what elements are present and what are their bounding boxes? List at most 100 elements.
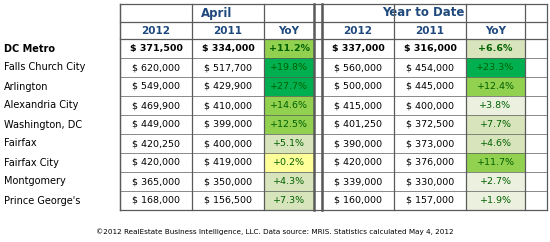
Text: $ 372,500: $ 372,500	[406, 120, 454, 129]
Text: $ 400,000: $ 400,000	[406, 101, 454, 110]
Bar	[120, 39, 547, 58]
Text: YoY: YoY	[485, 25, 506, 36]
Text: $ 620,000: $ 620,000	[132, 63, 180, 72]
Text: Falls Church City: Falls Church City	[4, 62, 85, 73]
Bar	[120, 58, 547, 77]
Text: $ 334,000: $ 334,000	[202, 44, 254, 53]
Bar	[120, 96, 547, 115]
Text: $ 168,000: $ 168,000	[132, 196, 180, 205]
Text: $ 549,000: $ 549,000	[132, 82, 180, 91]
Text: $ 419,000: $ 419,000	[204, 158, 252, 167]
Text: $ 156,500: $ 156,500	[204, 196, 252, 205]
Text: $ 399,000: $ 399,000	[204, 120, 252, 129]
Text: $ 373,000: $ 373,000	[406, 139, 454, 148]
Bar	[120, 4, 547, 22]
Text: +6.6%: +6.6%	[478, 44, 513, 53]
Text: 2012: 2012	[141, 25, 170, 36]
Text: 2011: 2011	[213, 25, 243, 36]
Text: $ 420,000: $ 420,000	[132, 158, 180, 167]
Text: $ 160,000: $ 160,000	[334, 196, 382, 205]
Text: DC Metro: DC Metro	[4, 44, 55, 53]
Text: Arlington: Arlington	[4, 82, 48, 91]
Bar	[264, 96, 314, 115]
Bar	[466, 153, 525, 172]
Text: $ 449,000: $ 449,000	[132, 120, 180, 129]
Text: $ 560,000: $ 560,000	[334, 63, 382, 72]
Text: $ 420,000: $ 420,000	[334, 158, 382, 167]
Text: +12.4%: +12.4%	[476, 82, 514, 91]
Text: $ 410,000: $ 410,000	[204, 101, 252, 110]
Text: +0.2%: +0.2%	[273, 158, 305, 167]
Text: April: April	[201, 7, 233, 20]
Bar	[466, 134, 525, 153]
Text: $ 401,250: $ 401,250	[334, 120, 382, 129]
Text: Fairfax City: Fairfax City	[4, 158, 59, 167]
Text: +7.3%: +7.3%	[273, 196, 305, 205]
Text: $ 390,000: $ 390,000	[334, 139, 382, 148]
Bar	[120, 153, 547, 172]
Text: $ 376,000: $ 376,000	[406, 158, 454, 167]
Bar	[264, 77, 314, 96]
Bar	[466, 172, 525, 191]
Text: +27.7%: +27.7%	[270, 82, 308, 91]
Text: Fairfax: Fairfax	[4, 138, 37, 149]
Text: +4.6%: +4.6%	[480, 139, 512, 148]
Text: +3.8%: +3.8%	[480, 101, 512, 110]
Text: YoY: YoY	[278, 25, 300, 36]
Text: $ 371,500: $ 371,500	[130, 44, 183, 53]
Text: 2011: 2011	[415, 25, 444, 36]
Bar	[120, 134, 547, 153]
Bar	[264, 58, 314, 77]
Bar	[264, 191, 314, 210]
Bar	[466, 58, 525, 77]
Text: $ 415,000: $ 415,000	[334, 101, 382, 110]
Text: $ 350,000: $ 350,000	[204, 177, 252, 186]
Text: +12.5%: +12.5%	[270, 120, 308, 129]
Text: $ 469,900: $ 469,900	[132, 101, 180, 110]
Text: $ 365,000: $ 365,000	[132, 177, 180, 186]
Text: $ 429,900: $ 429,900	[204, 82, 252, 91]
Bar	[120, 115, 547, 134]
Text: $ 339,000: $ 339,000	[334, 177, 382, 186]
Text: $ 500,000: $ 500,000	[334, 82, 382, 91]
Bar	[264, 153, 314, 172]
Text: ©2012 RealEstate Business Intelligence, LLC. Data source: MRIS. Statistics calcu: ©2012 RealEstate Business Intelligence, …	[96, 229, 454, 235]
Text: Montgomery: Montgomery	[4, 176, 66, 187]
Text: +7.7%: +7.7%	[480, 120, 512, 129]
Bar	[120, 191, 547, 210]
Text: +5.1%: +5.1%	[273, 139, 305, 148]
Bar	[466, 96, 525, 115]
Bar	[264, 39, 314, 58]
Bar	[466, 115, 525, 134]
Bar	[466, 191, 525, 210]
Text: $ 337,000: $ 337,000	[332, 44, 384, 53]
Bar	[120, 172, 547, 191]
Text: +11.7%: +11.7%	[476, 158, 514, 167]
Text: +2.7%: +2.7%	[480, 177, 512, 186]
Text: +11.2%: +11.2%	[268, 44, 310, 53]
Bar	[466, 39, 525, 58]
Text: Year to Date: Year to Date	[382, 7, 465, 20]
Bar	[264, 115, 314, 134]
Text: +14.6%: +14.6%	[270, 101, 308, 110]
Text: $ 454,000: $ 454,000	[406, 63, 454, 72]
Text: +4.3%: +4.3%	[273, 177, 305, 186]
Text: +19.8%: +19.8%	[270, 63, 308, 72]
Text: Washington, DC: Washington, DC	[4, 120, 82, 129]
Bar	[120, 77, 547, 96]
Text: $ 420,250: $ 420,250	[132, 139, 180, 148]
Text: $ 316,000: $ 316,000	[404, 44, 456, 53]
Text: $ 157,000: $ 157,000	[406, 196, 454, 205]
Bar	[264, 172, 314, 191]
Text: +23.3%: +23.3%	[476, 63, 515, 72]
Text: 2012: 2012	[344, 25, 372, 36]
Text: $ 517,700: $ 517,700	[204, 63, 252, 72]
Text: $ 400,000: $ 400,000	[204, 139, 252, 148]
Text: Prince George's: Prince George's	[4, 196, 80, 205]
Text: +1.9%: +1.9%	[480, 196, 512, 205]
Text: $ 330,000: $ 330,000	[406, 177, 454, 186]
Text: $ 445,000: $ 445,000	[406, 82, 454, 91]
Bar	[264, 134, 314, 153]
Bar	[466, 77, 525, 96]
Text: Alexandria City: Alexandria City	[4, 100, 78, 111]
